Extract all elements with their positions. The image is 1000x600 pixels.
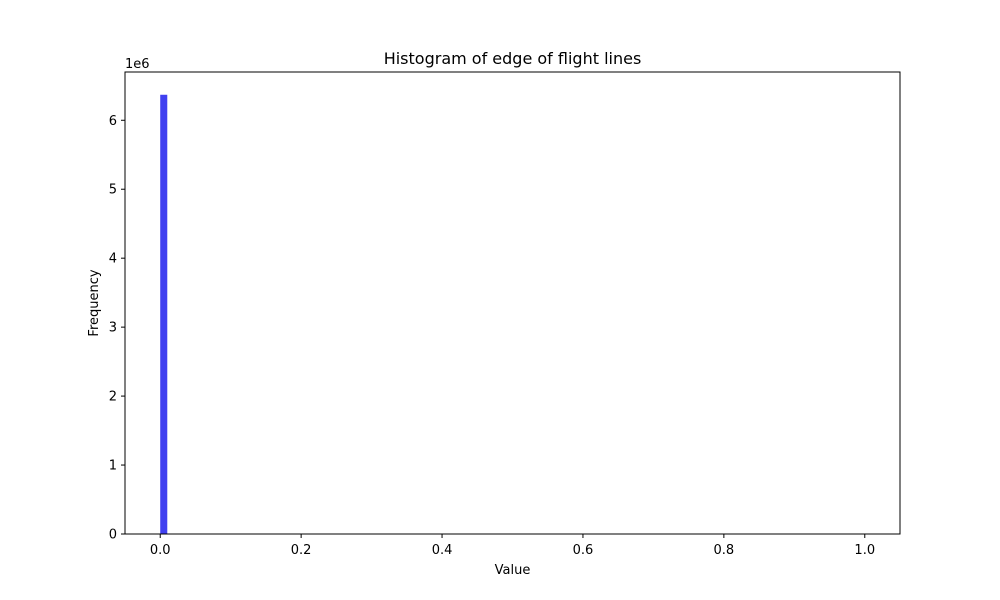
bars-group — [160, 94, 168, 535]
x-tick-label: 1.0 — [854, 543, 875, 558]
y-tick-label: 1 — [109, 459, 117, 474]
x-axis-label: Value — [495, 563, 531, 578]
plot-frame — [124, 71, 901, 535]
x-tick-label: 0.4 — [432, 543, 453, 558]
x-tick-label: 0.8 — [714, 543, 735, 558]
y-axis-ticks: 0 1 2 3 4 5 6 — [109, 114, 125, 543]
x-tick-label: 0.0 — [150, 543, 171, 558]
chart-title: Histogram of edge of flight lines — [384, 49, 642, 68]
y-tick-label: 4 — [109, 252, 117, 267]
y-tick-label: 5 — [109, 183, 117, 198]
y-tick-label: 3 — [109, 321, 117, 336]
y-tick-label: 6 — [109, 114, 117, 129]
y-axis-label: Frequency — [87, 269, 102, 336]
y-tick-label: 2 — [109, 390, 117, 405]
y-offset-label: 1e6 — [125, 57, 150, 72]
x-axis-ticks: 0.0 0.2 0.4 0.6 0.8 1.0 — [150, 534, 875, 558]
x-tick-label: 0.2 — [291, 543, 312, 558]
y-tick-label: 0 — [109, 528, 117, 543]
histogram-bar — [160, 94, 168, 535]
plot-area — [125, 72, 900, 534]
x-tick-label: 0.6 — [573, 543, 594, 558]
